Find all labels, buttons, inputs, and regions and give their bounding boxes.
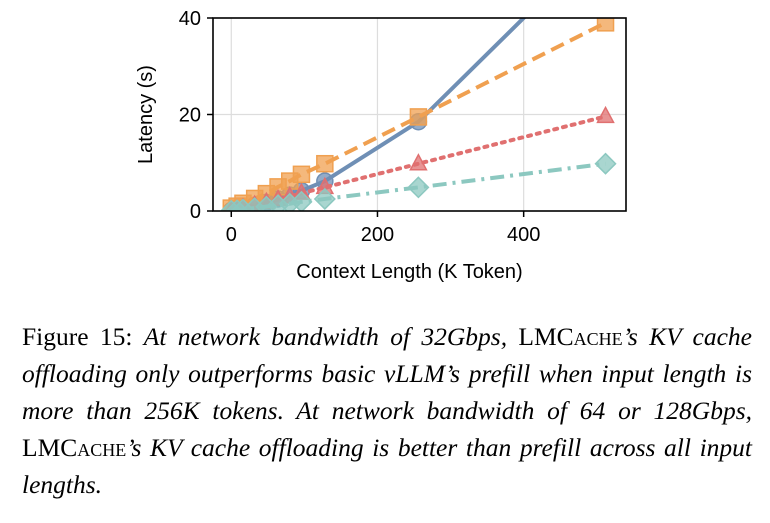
lmcache-name-2: LMCache [22, 433, 126, 462]
lmcache-name: LMCache [518, 322, 622, 351]
series-2-point-10 [596, 105, 615, 124]
brand-suffix: ache [573, 322, 623, 351]
latency-chart: 0 200 400 0 20 40 Context Length (K Token) La… [135, 8, 627, 283]
series-3-point-10 [594, 152, 617, 175]
brand-prefix: LMC [518, 322, 574, 351]
caption-text-1: At network bandwidth of 32Gbps, [143, 322, 508, 351]
figure-caption: Figure 15: At network bandwidth of 32Gbp… [22, 318, 752, 503]
x-tick-label-2: 400 [507, 224, 540, 246]
series-3-point-9 [407, 176, 430, 199]
brand-suffix-2: ache [77, 433, 127, 462]
y-axis-label: Latency (s) [135, 65, 157, 164]
x-axis-label: Context Length (K Token) [296, 261, 522, 283]
series-3-point-7 [290, 190, 313, 211]
series-3-point-8 [313, 187, 336, 210]
y-tick-label-0: 0 [190, 201, 201, 223]
y-tick-label-1: 20 [179, 105, 201, 127]
series-1-point-9 [409, 108, 428, 126]
series-2-point-9 [409, 153, 428, 171]
series-1-point-7 [292, 165, 311, 184]
caption-text-2: ’s KV cache offloading only outperforms … [22, 322, 752, 425]
axis-ticks: 0 200 400 0 20 40 [179, 8, 541, 246]
series-1-point-10 [596, 18, 615, 32]
x-tick-label-1: 200 [361, 224, 394, 246]
caption-text-3: ’s KV cache offloading is better than pr… [22, 433, 752, 499]
series-layer [220, 18, 617, 211]
x-tick-label-0: 0 [226, 224, 237, 246]
series-1-point-8 [316, 154, 334, 173]
caption-label: Figure 15: [22, 322, 133, 351]
brand-prefix-2: LMC [22, 433, 78, 462]
y-tick-label-2: 40 [179, 8, 201, 30]
